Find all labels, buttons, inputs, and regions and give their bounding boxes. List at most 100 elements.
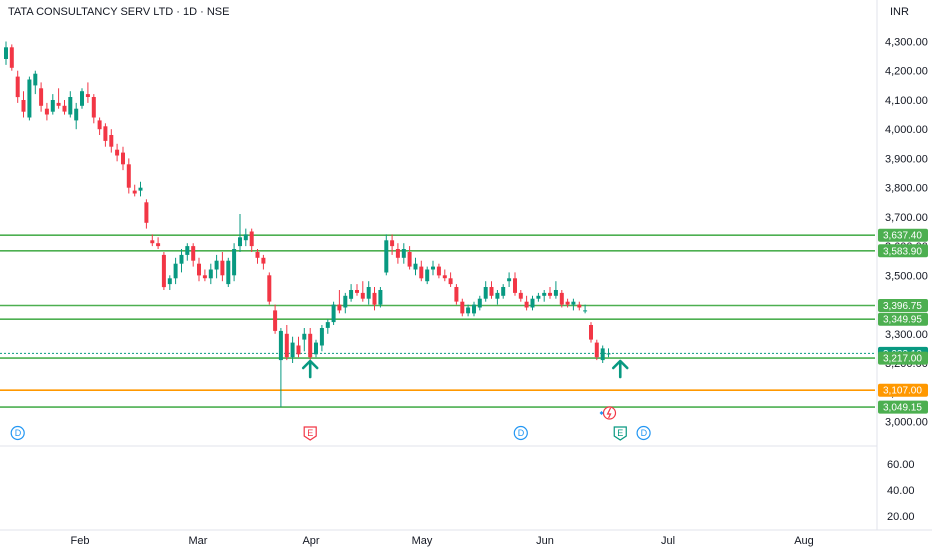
candle-body bbox=[577, 304, 582, 308]
candle-body bbox=[138, 187, 143, 191]
candle-body bbox=[472, 304, 476, 314]
month-label: Feb bbox=[71, 535, 90, 547]
candle-body bbox=[325, 322, 330, 328]
candle-body bbox=[109, 135, 114, 147]
candle-body bbox=[513, 278, 517, 293]
level-badge bbox=[878, 312, 928, 326]
price-tick-label: 4,200.00 bbox=[885, 66, 928, 78]
candle-body bbox=[15, 76, 20, 98]
candle-body bbox=[594, 342, 599, 358]
candle-body bbox=[419, 266, 424, 279]
dividend-marker-label: D bbox=[15, 428, 22, 438]
candle-body bbox=[355, 290, 359, 293]
candle-body bbox=[80, 91, 84, 106]
candle-body bbox=[360, 292, 365, 299]
candle-body bbox=[372, 292, 377, 305]
flash-bolt bbox=[606, 407, 612, 419]
price-tick-label: 3,900.00 bbox=[885, 153, 928, 165]
candle-body bbox=[62, 105, 67, 112]
candle-body bbox=[442, 275, 447, 279]
candle-body bbox=[261, 257, 266, 264]
candle-body bbox=[56, 102, 61, 106]
candle-body bbox=[185, 246, 190, 255]
candle-body bbox=[530, 298, 535, 308]
candle-body bbox=[173, 263, 178, 279]
candle-body bbox=[319, 328, 324, 346]
level-lines bbox=[0, 234, 875, 408]
candle-body bbox=[267, 275, 272, 302]
sparkle-icon bbox=[599, 411, 604, 415]
candle-body bbox=[401, 249, 406, 258]
level-badge-label: 3,049.15 bbox=[883, 403, 922, 414]
price-tick-label: 3,000.00 bbox=[885, 417, 928, 429]
month-label: Jul bbox=[661, 535, 675, 547]
candle-body bbox=[489, 287, 494, 296]
lower-tick-label: 20.00 bbox=[887, 511, 915, 523]
candle-body bbox=[390, 240, 395, 247]
chart-title: TATA CONSULTANCY SERV LTD · 1D · NSE bbox=[8, 6, 229, 18]
candle-body bbox=[407, 252, 412, 267]
candle-body bbox=[507, 278, 512, 282]
candle-body bbox=[179, 254, 184, 264]
candle-body bbox=[243, 234, 248, 241]
candle-body bbox=[255, 252, 260, 258]
candle-body bbox=[9, 47, 14, 68]
candle-body bbox=[144, 202, 149, 223]
candle-body bbox=[395, 249, 400, 258]
level-badge bbox=[878, 351, 928, 365]
month-label: Apr bbox=[302, 535, 319, 547]
candle-body bbox=[454, 287, 459, 302]
price-tick-label: 3,800.00 bbox=[885, 183, 928, 195]
month-label: May bbox=[412, 535, 433, 547]
candle-body bbox=[448, 278, 453, 285]
candle-body bbox=[214, 260, 219, 270]
candle-body bbox=[308, 333, 313, 358]
candle-body bbox=[197, 263, 201, 276]
candle-body bbox=[33, 73, 38, 86]
dividend-icon bbox=[10, 425, 25, 441]
candle-body bbox=[103, 126, 108, 141]
candle-body bbox=[553, 290, 558, 296]
candle-body bbox=[68, 97, 73, 115]
candle-body bbox=[27, 79, 32, 118]
candle-body bbox=[343, 295, 348, 308]
candle-body bbox=[74, 108, 79, 121]
candle-body bbox=[314, 342, 318, 355]
price-axis[interactable]: 4,300.00 4,200.00 4,100.00 4,000.00 3,900.00… bbox=[876, 0, 928, 530]
candle-body bbox=[167, 278, 172, 285]
level-badge bbox=[878, 244, 928, 258]
candle-body bbox=[91, 97, 96, 118]
candle-body bbox=[156, 243, 161, 247]
candle-body bbox=[238, 237, 242, 247]
up-arrow-icon bbox=[611, 359, 629, 379]
candle-body bbox=[126, 164, 131, 188]
candle-body bbox=[278, 330, 283, 361]
up-arrow-icon bbox=[301, 359, 319, 379]
candles bbox=[4, 41, 611, 407]
level-badge-label: 3,396.75 bbox=[883, 301, 922, 312]
candle-body bbox=[600, 348, 605, 361]
candle-body bbox=[571, 301, 576, 305]
candle-body bbox=[132, 190, 137, 194]
dividend-icon bbox=[513, 425, 528, 441]
currency-label[interactable]: INR bbox=[890, 6, 909, 18]
lower-pane-axis: 60.00 40.00 20.00 bbox=[0, 445, 915, 523]
earnings-marker-label: E bbox=[307, 428, 313, 438]
candle-body bbox=[191, 246, 196, 261]
candle-body bbox=[150, 240, 155, 244]
candle-body bbox=[50, 100, 55, 112]
time-axis[interactable]: Feb Mar Apr May Jun Jul Aug bbox=[0, 529, 932, 547]
price-tick-label: 3,500.00 bbox=[885, 270, 928, 282]
level-badge-label: 3,583.90 bbox=[883, 246, 922, 257]
level-badge bbox=[878, 383, 928, 397]
candle-body bbox=[21, 100, 26, 112]
month-label: Mar bbox=[189, 535, 208, 547]
candle-body bbox=[44, 108, 49, 115]
candle-body bbox=[589, 325, 593, 340]
candle-body bbox=[220, 260, 225, 276]
earnings-icon bbox=[303, 426, 317, 441]
month-label: Aug bbox=[794, 535, 814, 547]
candle-body bbox=[477, 298, 482, 308]
